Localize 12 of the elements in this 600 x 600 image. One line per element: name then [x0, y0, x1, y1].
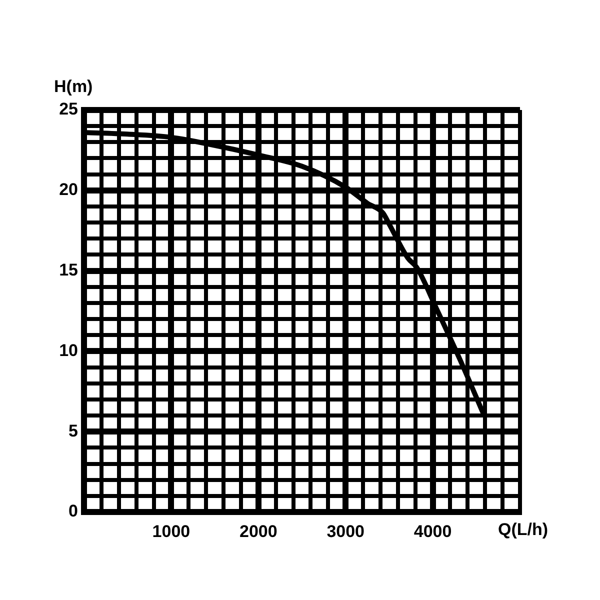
y-tick-label: 25: [59, 100, 78, 119]
y-axis-title: H(m): [54, 77, 93, 96]
x-tick-label: 2000: [239, 522, 278, 541]
x-tick-label: 4000: [414, 522, 452, 541]
y-tick-label: 15: [59, 260, 78, 280]
y-tick-label: 5: [68, 421, 78, 440]
x-axis-title: Q(L/h): [498, 520, 548, 540]
x-tick-label: 1000: [152, 522, 190, 541]
x-tick-label: 3000: [326, 522, 365, 541]
y-tick-label: 0: [68, 502, 78, 521]
y-tick-label: 10: [59, 340, 78, 360]
y-tick-label: 20: [59, 180, 78, 200]
